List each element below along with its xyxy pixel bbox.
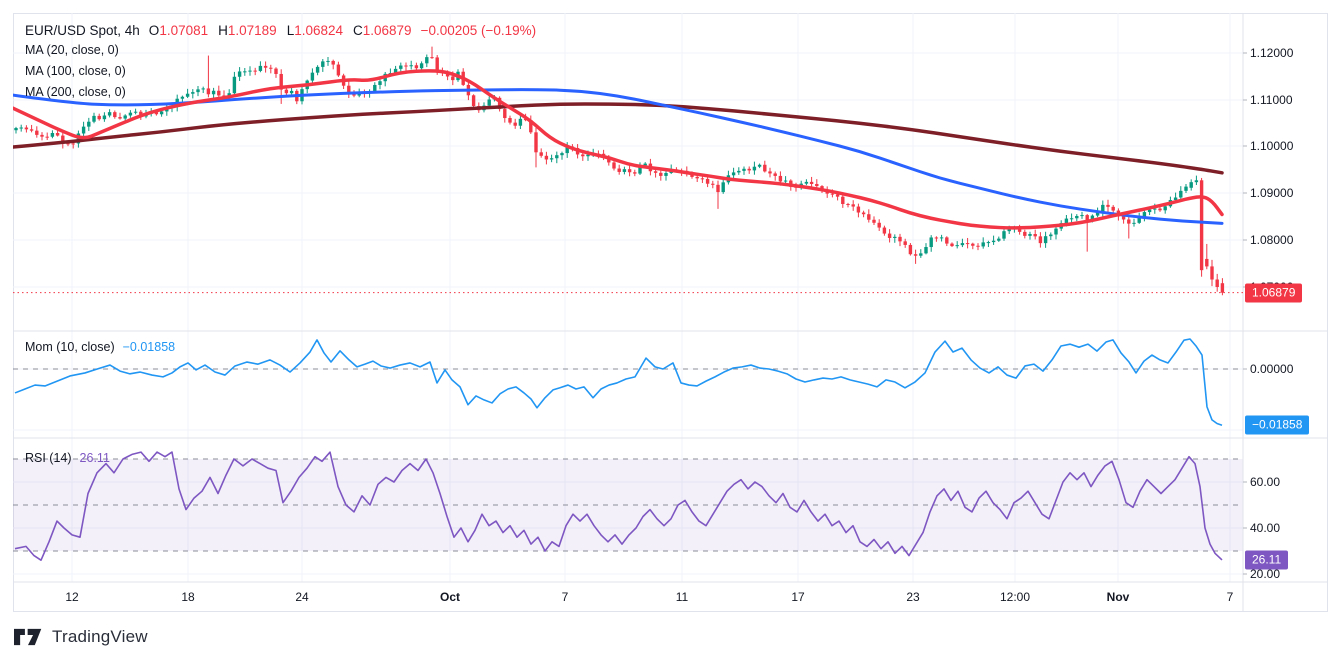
time-axis-label: Nov [1106, 590, 1130, 604]
rsi-value: 26.11 [79, 451, 110, 465]
time-axis-label: 11 [675, 590, 689, 604]
ma-100-line[interactable] [13, 88, 1224, 225]
rsi-axis-label: 20.00 [1250, 567, 1281, 581]
last-price-badge: 1.06879 [1245, 283, 1303, 303]
price-axis-label: 1.12000 [1250, 46, 1294, 60]
chart-header: EUR/USD Spot, 4h O1.07081 H1.07189 L1.0682… [25, 24, 536, 38]
price-axis-label: 1.10000 [1250, 139, 1294, 153]
symbol-title[interactable]: EUR/USD Spot, 4h [25, 23, 140, 38]
time-axis-label: Oct [439, 590, 461, 604]
legend-ma200[interactable]: MA (200, close, 0) [25, 85, 126, 99]
time-axis-label: 7 [561, 590, 569, 604]
ma-20-line[interactable] [13, 69, 1224, 230]
rsi-axis-label: 40.00 [1250, 521, 1281, 535]
tradingview-logo-icon [14, 628, 42, 646]
price-axis-label: 1.09000 [1250, 186, 1294, 200]
ohlc-c: C1.06879 [353, 23, 412, 38]
change-value: −0.00205 (−0.19%) [420, 23, 537, 38]
candlestick-series [14, 46, 1225, 296]
ohlc-values: O1.07081 H1.07189 L1.06824 C1.06879 [149, 24, 412, 38]
momentum-line[interactable] [14, 338, 1223, 427]
ohlc-o: O1.07081 [148, 23, 209, 38]
rsi-value-badge: 26.11 [1245, 550, 1289, 570]
ohlc-h: H1.07189 [218, 23, 277, 38]
axis-ticks [1243, 52, 1247, 575]
rsi-label: RSI (14) [25, 451, 72, 465]
price-axis-label: 1.11000 [1250, 93, 1293, 107]
rsi-legend[interactable]: RSI (14) 26.11 [25, 451, 110, 465]
time-axis-label: 7 [1226, 590, 1234, 604]
legend-ma20[interactable]: MA (20, close, 0) [25, 43, 119, 57]
tradingview-logo[interactable]: TradingView [14, 627, 148, 647]
time-axis-label: 24 [295, 590, 309, 604]
momentum-value: −0.01858 [122, 340, 176, 354]
time-axis-label: 17 [791, 590, 805, 604]
tradingview-logo-text: TradingView [52, 627, 148, 646]
ohlc-l: L1.06824 [286, 23, 344, 38]
time-axis-label: 12:00 [999, 590, 1031, 604]
rsi-axis-label: 60.00 [1250, 475, 1281, 489]
legend-ma100[interactable]: MA (100, close, 0) [25, 64, 126, 78]
price-axis-label: 1.08000 [1250, 233, 1294, 247]
chart-frame [13, 13, 1328, 612]
momentum-legend[interactable]: Mom (10, close) −0.01858 [25, 340, 175, 354]
momentum-value-badge: −0.01858 [1245, 415, 1310, 435]
momentum-axis-label: 0.00000 [1250, 362, 1294, 376]
time-axis-label: 18 [181, 590, 195, 604]
ma-200-line[interactable] [13, 102, 1224, 175]
rsi-line[interactable] [14, 451, 1223, 562]
time-axis-label: 23 [906, 590, 920, 604]
time-axis-label: 12 [65, 590, 79, 604]
momentum-label: Mom (10, close) [25, 340, 115, 354]
